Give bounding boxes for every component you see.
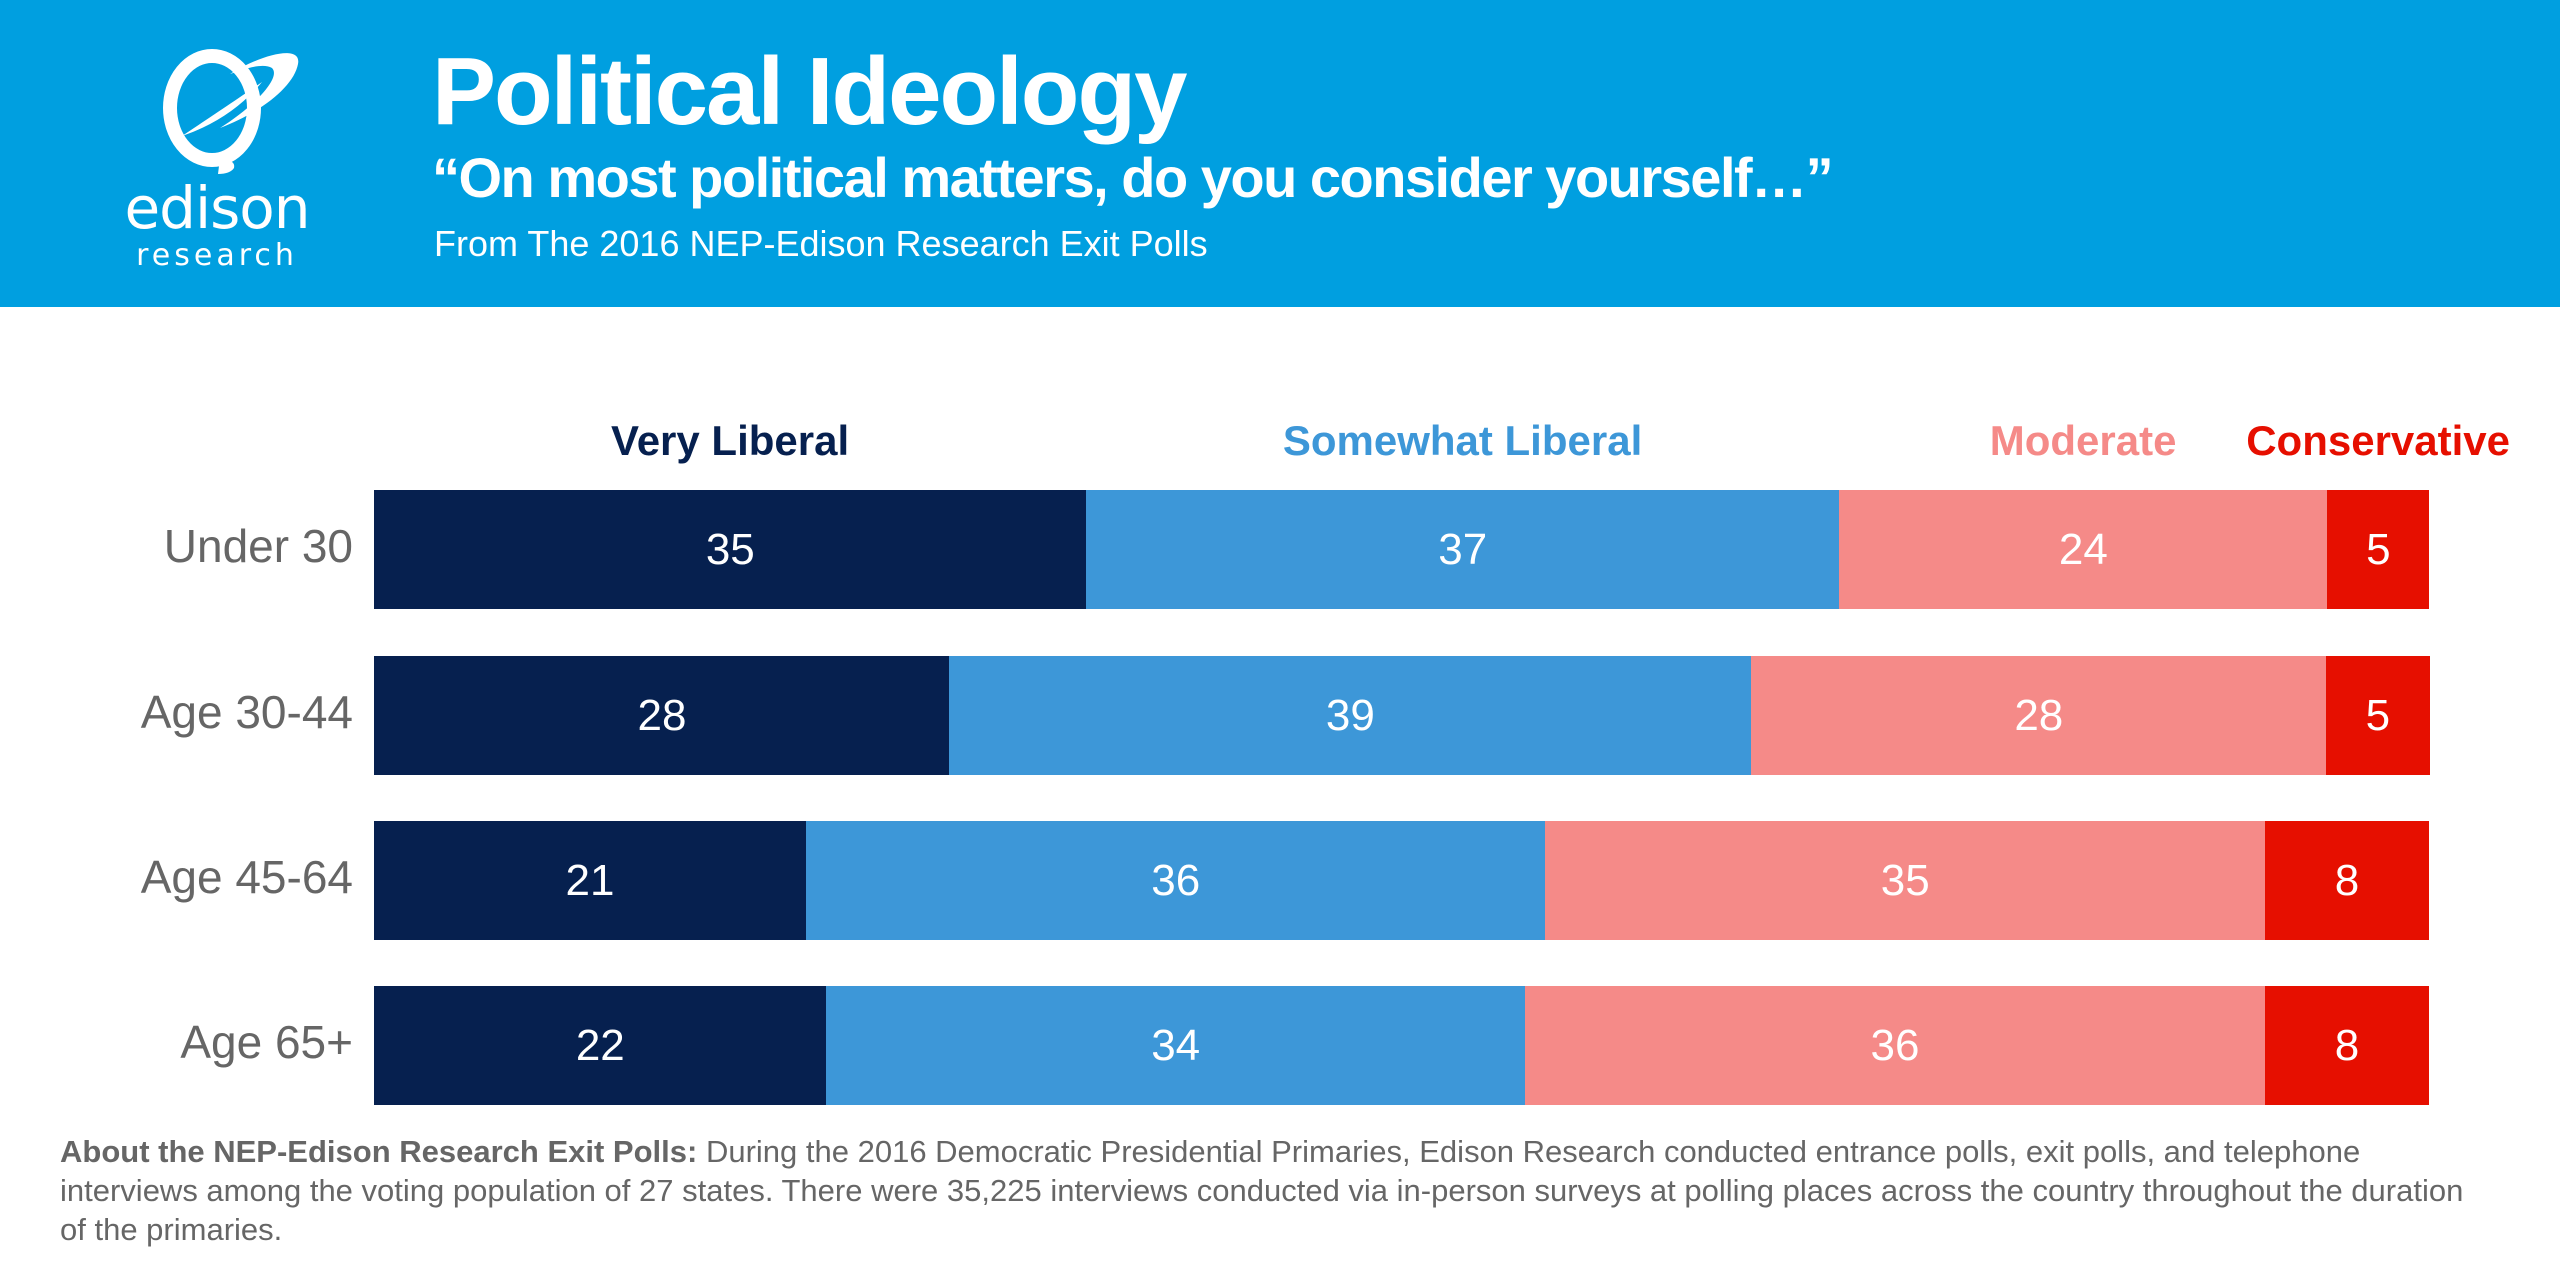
bar-segment-moderate: 35 [1545, 821, 2266, 940]
footer-heading: About the NEP-Edison Research Exit Polls… [60, 1134, 698, 1169]
footer-note: About the NEP-Edison Research Exit Polls… [60, 1132, 2480, 1249]
data-label: 22 [575, 1020, 625, 1070]
data-label: 21 [565, 855, 615, 905]
bar-segment-conservative: 8 [2264, 821, 2430, 940]
category-label: Under 30 [163, 519, 353, 572]
bar-segment-very-liberal: 28 [374, 656, 950, 775]
chart-subtitle: “On most political matters, do you consi… [432, 146, 1834, 209]
bar-segment-very-liberal: 21 [374, 821, 807, 940]
bar-segment-moderate: 28 [1750, 656, 2327, 775]
bar-segment-somewhat-liberal: 36 [805, 821, 1546, 940]
data-label: 34 [1151, 1020, 1201, 1070]
logo-wordmark: edison [124, 174, 310, 242]
bar-segment-moderate: 24 [1838, 490, 2328, 609]
data-label: 36 [1870, 1020, 1920, 1070]
bar-segment-moderate: 36 [1524, 986, 2266, 1105]
bar-segment-somewhat-liberal: 37 [1086, 490, 1840, 609]
bar-segment-conservative: 5 [2326, 656, 2430, 775]
legend-somewhat-liberal: Somewhat Liberal [1282, 417, 1643, 464]
logo-subtitle: research [136, 238, 298, 273]
data-label: 37 [1438, 524, 1488, 574]
data-label: 8 [2334, 1020, 2360, 1070]
edison-logo: edison research [112, 46, 322, 276]
chart-source: From The 2016 NEP-Edison Research Exit P… [434, 223, 1208, 264]
data-label: 5 [2366, 524, 2391, 574]
bar-segment-very-liberal: 22 [374, 986, 827, 1105]
legend-moderate: Moderate [1989, 417, 2177, 464]
data-label: 8 [2334, 855, 2360, 905]
legend-very-liberal: Very Liberal [610, 417, 850, 464]
data-label: 24 [2058, 524, 2108, 574]
bar-segment-very-liberal: 35 [374, 490, 1087, 609]
footer-text: During the 2016 Democratic Presidential … [60, 1134, 2464, 1247]
data-label: 35 [1880, 855, 1930, 905]
data-label: 28 [2014, 690, 2064, 740]
data-label: 28 [637, 690, 687, 740]
category-label: Age 45-64 [140, 850, 353, 903]
category-label: Age 65+ [180, 1015, 353, 1068]
bar-segment-somewhat-liberal: 39 [949, 656, 1752, 775]
legend-conservative: Conservative [2246, 417, 2511, 464]
lightbulb-planet-icon [163, 49, 299, 174]
header-banner: edison research Political Ideology “On m… [0, 0, 2560, 307]
data-label: 39 [1325, 690, 1375, 740]
bar-segment-conservative: 5 [2327, 490, 2430, 609]
bar-segment-somewhat-liberal: 34 [826, 986, 1526, 1105]
data-label: 35 [705, 524, 755, 574]
bar-segment-conservative: 8 [2264, 986, 2430, 1105]
data-label: 36 [1151, 855, 1201, 905]
category-label: Age 30-44 [140, 685, 353, 738]
data-label: 5 [2365, 690, 2391, 740]
chart-title: Political Ideology [432, 38, 1187, 145]
